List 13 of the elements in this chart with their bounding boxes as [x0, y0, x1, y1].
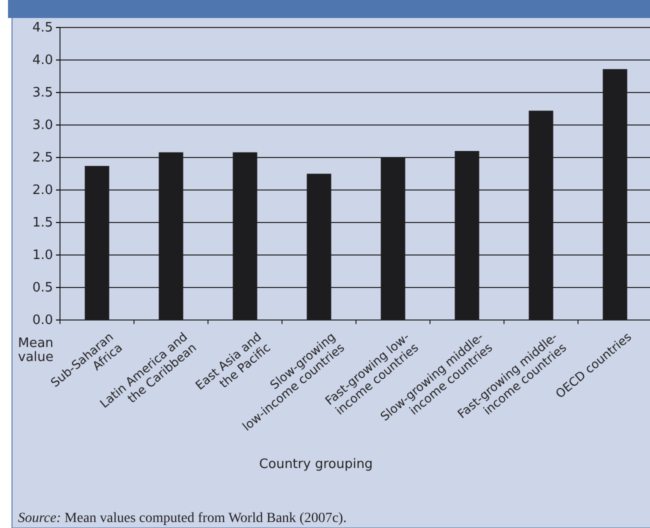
y-tick-label: 0.5 [32, 280, 53, 296]
y-tick-label: 2.0 [32, 183, 53, 198]
x-axis-title: Country grouping [259, 457, 373, 472]
y-axis-title: Mean value [18, 336, 54, 365]
y-tick-label: 4.0 [32, 53, 53, 68]
source-note: Source: Mean values computed from World Bank (2007c). [18, 511, 347, 526]
y-tick-label: 4.5 [32, 20, 53, 36]
y-tick-label: 1.0 [32, 248, 53, 264]
y-tick-label: 2.5 [32, 150, 53, 166]
y-tick-label: 1.5 [32, 216, 53, 231]
y-tick-label: 3.5 [32, 86, 53, 101]
y-tick-label: 3.0 [32, 118, 53, 134]
y-tick-label: 0.0 [32, 313, 53, 328]
